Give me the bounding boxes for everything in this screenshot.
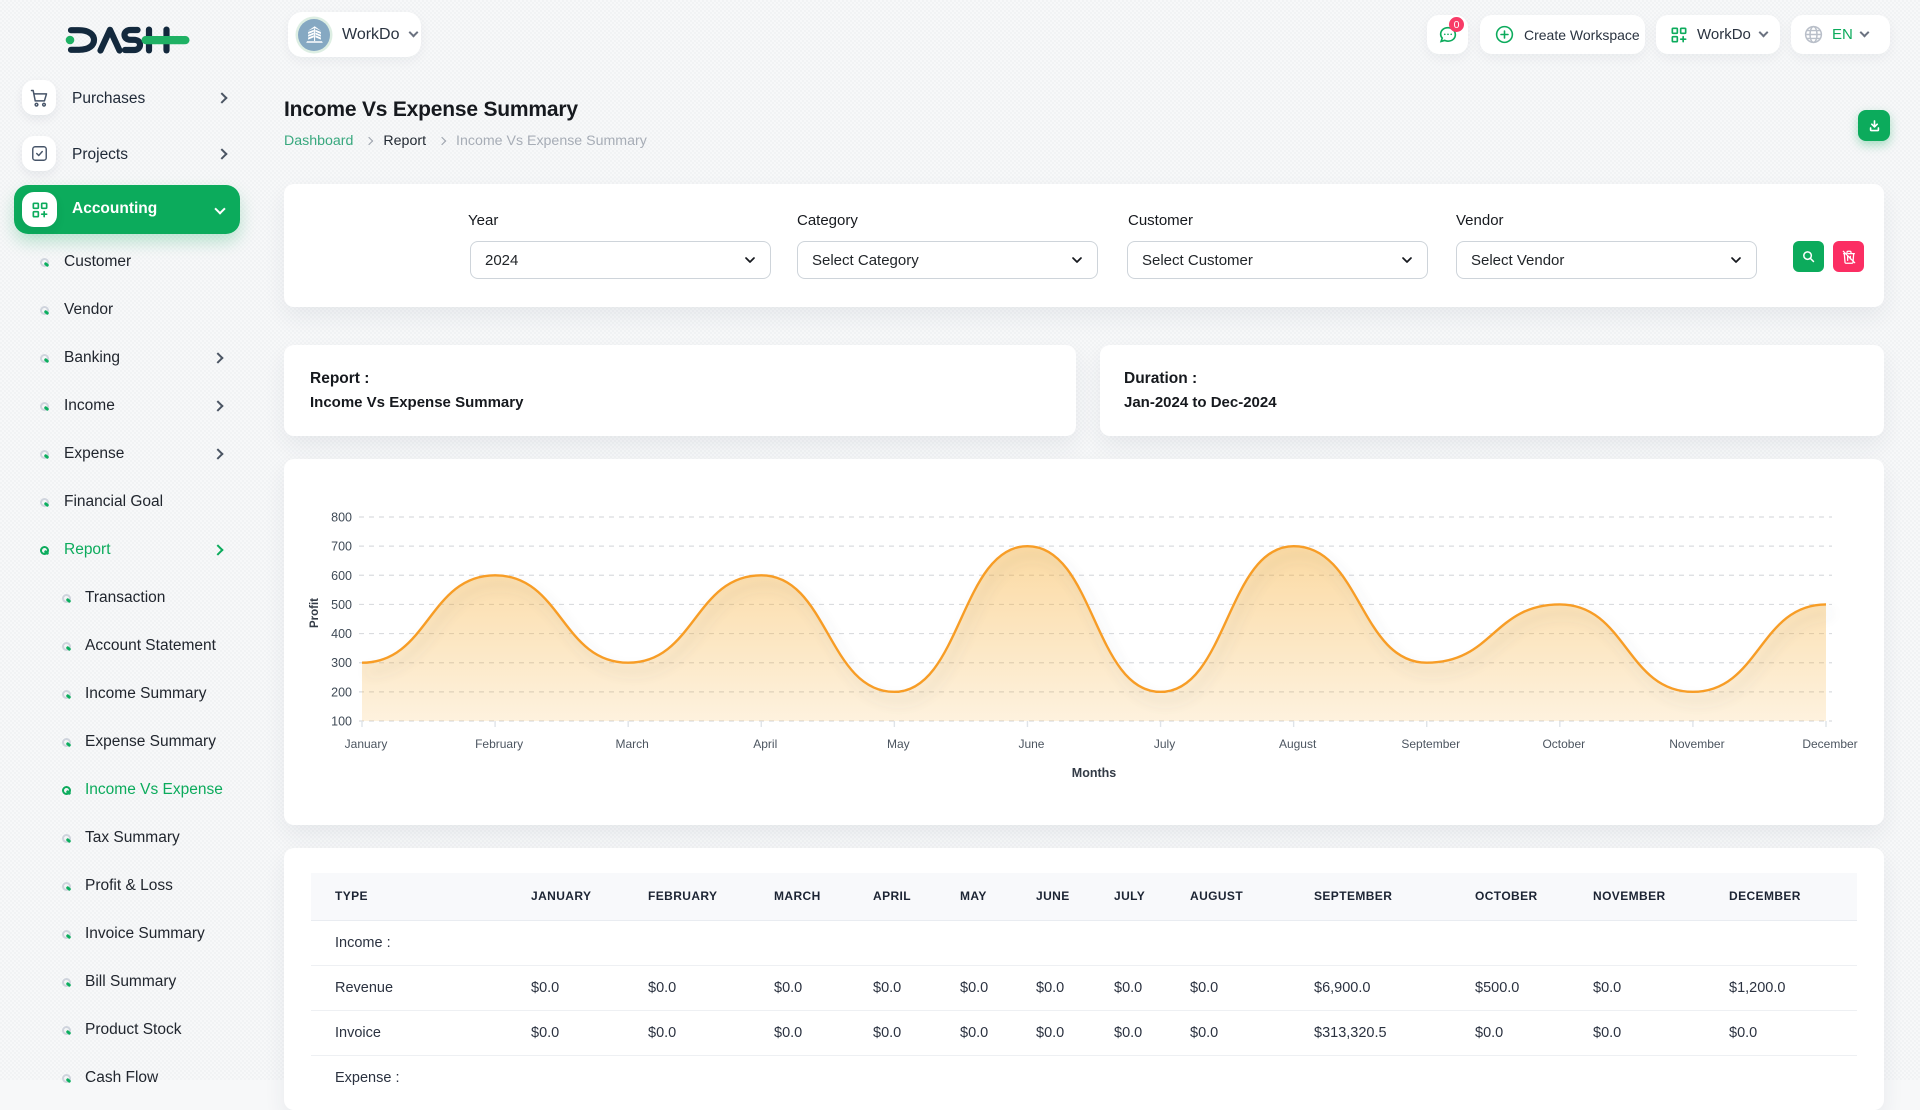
svg-text:September: September xyxy=(1401,737,1460,751)
svg-text:June: June xyxy=(1018,737,1044,751)
svg-text:800: 800 xyxy=(331,511,352,525)
svg-text:May: May xyxy=(887,737,910,751)
svg-text:March: March xyxy=(616,737,649,751)
svg-text:400: 400 xyxy=(331,627,352,641)
svg-text:August: August xyxy=(1279,737,1317,751)
svg-text:700: 700 xyxy=(331,540,352,554)
svg-text:300: 300 xyxy=(331,656,352,670)
svg-text:February: February xyxy=(475,737,523,751)
svg-text:November: November xyxy=(1669,737,1724,751)
svg-text:Months: Months xyxy=(1072,766,1116,780)
svg-text:October: October xyxy=(1542,737,1585,751)
svg-text:December: December xyxy=(1802,737,1857,751)
svg-text:Profit: Profit xyxy=(309,598,321,628)
svg-text:200: 200 xyxy=(331,685,352,699)
svg-text:100: 100 xyxy=(331,715,352,729)
svg-text:January: January xyxy=(345,737,388,751)
svg-text:July: July xyxy=(1154,737,1175,751)
svg-text:April: April xyxy=(753,737,777,751)
svg-text:500: 500 xyxy=(331,598,352,612)
svg-text:600: 600 xyxy=(331,569,352,583)
